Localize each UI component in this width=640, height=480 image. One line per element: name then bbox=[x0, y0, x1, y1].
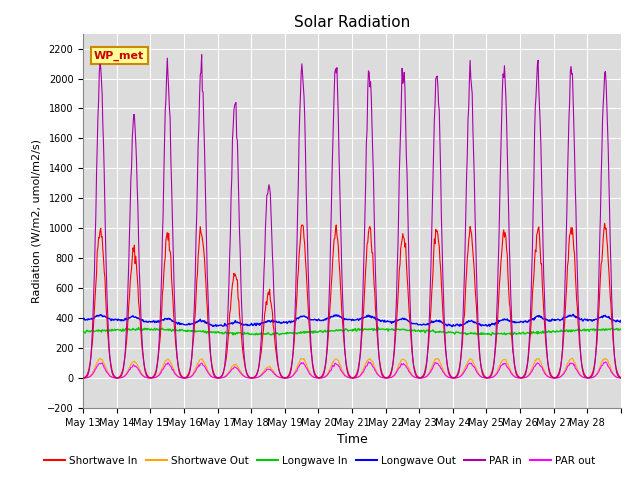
Title: Solar Radiation: Solar Radiation bbox=[294, 15, 410, 30]
Legend: Shortwave In, Shortwave Out, Longwave In, Longwave Out, PAR in, PAR out: Shortwave In, Shortwave Out, Longwave In… bbox=[40, 452, 600, 470]
Y-axis label: Radiation (W/m2, umol/m2/s): Radiation (W/m2, umol/m2/s) bbox=[31, 139, 42, 303]
X-axis label: Time: Time bbox=[337, 433, 367, 446]
Text: WP_met: WP_met bbox=[94, 50, 144, 60]
